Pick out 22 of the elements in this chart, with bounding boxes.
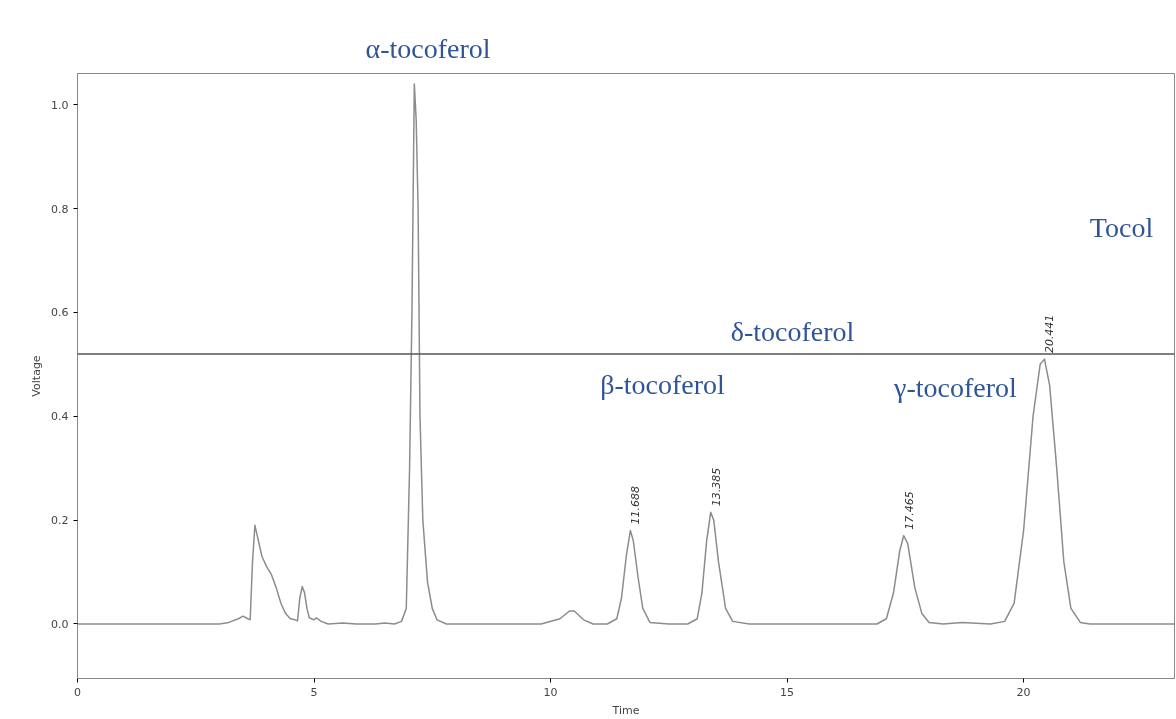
y-tick-label: 1.0	[51, 98, 69, 112]
x-tick-label: 5	[310, 685, 318, 699]
annotation: 13.385	[709, 467, 723, 507]
annotation: δ-tocoferol	[730, 316, 855, 347]
x-tick-label: 15	[780, 685, 795, 699]
x-axis-title: Time	[611, 703, 640, 717]
y-tick-label: 0.2	[51, 514, 69, 528]
x-tick-label: 0	[74, 685, 81, 699]
annotation: β-tocoferol	[600, 369, 726, 400]
y-axis-title: Voltage	[30, 355, 44, 397]
y-tick-label: 0.8	[51, 202, 69, 216]
x-tick-label: 10	[543, 685, 558, 699]
y-tick-label: 0.6	[51, 306, 69, 320]
annotation: 20.441	[1043, 314, 1057, 354]
annotation: 11.688	[629, 486, 643, 525]
annotation: 17.465	[902, 491, 916, 530]
y-tick-label: 0.4	[51, 410, 69, 424]
annotation: Tocol	[1089, 212, 1154, 243]
text: α-tocoferol	[365, 32, 491, 64]
x-tick-label: 20	[1016, 685, 1031, 699]
y-tick-label: 0.0	[51, 617, 69, 631]
annotation: γ-tocoferol	[893, 372, 1018, 403]
